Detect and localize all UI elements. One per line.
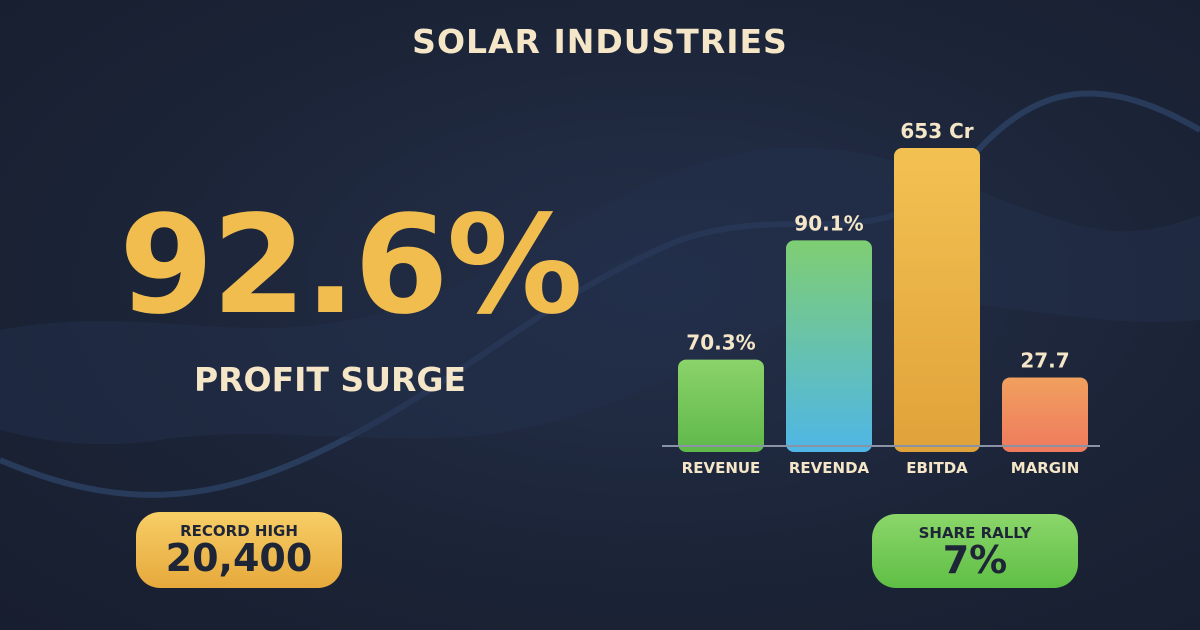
- page-title: SOLAR INDUSTRIES: [412, 22, 788, 61]
- bar-value-label: 70.3%: [686, 331, 755, 355]
- metrics-bar-chart: 70.3% REVENUE 90.1% REVENDA 653 Cr EBITDA 27.7…: [662, 119, 1100, 477]
- category-label: REVENDA: [789, 459, 870, 477]
- bar-value-label: 653 Cr: [900, 119, 973, 143]
- category-label: MARGIN: [1011, 459, 1080, 477]
- bar-revenue: [678, 359, 764, 452]
- category-label: EBITDA: [906, 459, 968, 477]
- profit-surge-value: 92.6%: [119, 187, 583, 345]
- category-label: REVENUE: [682, 459, 761, 477]
- bar-value-label: 27.7: [1020, 348, 1069, 372]
- bar-margin: [1002, 377, 1088, 452]
- bar-revenda: [786, 240, 872, 452]
- bar-value-label: 90.1%: [794, 211, 863, 235]
- share-rally-value: 7%: [942, 538, 1008, 582]
- share-rally-label: SHARE RALLY: [918, 524, 1032, 542]
- profit-surge-label: PROFIT SURGE: [193, 360, 467, 399]
- share-rally-badge: SHARE RALLY 7%: [872, 514, 1078, 588]
- record-high-value: 20,400: [165, 536, 313, 580]
- record-high-label: RECORD HIGH: [180, 522, 298, 540]
- record-high-badge: RECORD HIGH 20,400: [136, 512, 342, 588]
- bar-ebitda: [894, 148, 980, 452]
